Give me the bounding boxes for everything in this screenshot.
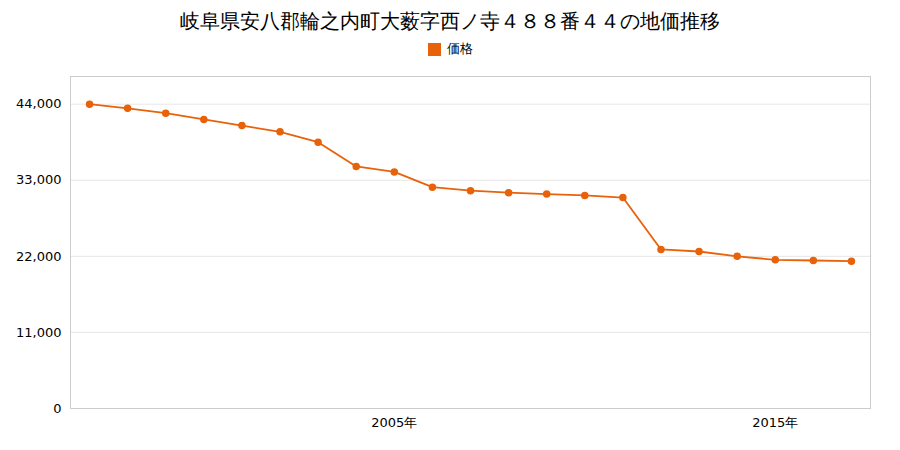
svg-text:0: 0: [53, 401, 61, 416]
html-text:価格: 価格: [446, 41, 473, 56]
svg-text:44,000: 44,000: [16, 96, 62, 111]
html-text:岐阜県安八郡輪之内町大薮字西ノ寺４８８番４４の地価推移: 岐阜県安八郡輪之内町大薮字西ノ寺４８８番４４の地価推移: [180, 9, 720, 33]
svg-text:22,000: 22,000: [16, 248, 62, 263]
svg-text:2005年: 2005年: [371, 415, 417, 430]
svg-text:11,000: 11,000: [16, 325, 62, 340]
svg-text:2015年: 2015年: [752, 415, 798, 430]
svg-text:33,000: 33,000: [16, 172, 62, 187]
